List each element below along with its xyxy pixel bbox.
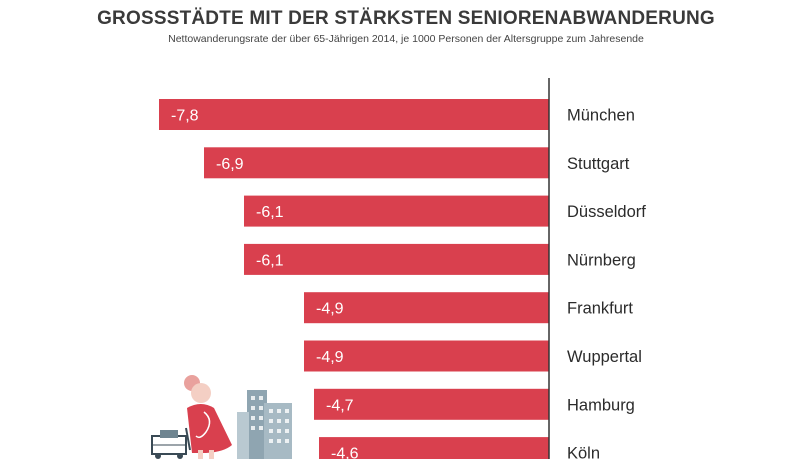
category-label: Nürnberg bbox=[567, 251, 636, 269]
senior-woman-icon bbox=[184, 375, 232, 459]
bar-2 bbox=[204, 147, 549, 179]
category-label: Düsseldorf bbox=[567, 203, 646, 221]
shopping-trolley-icon bbox=[151, 427, 191, 459]
value-label: -4,6 bbox=[331, 446, 359, 459]
value-label: -6,9 bbox=[216, 156, 244, 173]
chart-title: GROSSSTÄDTE MIT DER STÄRKSTEN SENIORENAB… bbox=[97, 8, 715, 29]
bar-6 bbox=[304, 340, 549, 372]
value-label: -6,1 bbox=[256, 252, 284, 269]
bar-7 bbox=[314, 388, 549, 420]
value-label: -4,7 bbox=[326, 397, 354, 414]
category-label: Hamburg bbox=[567, 396, 635, 414]
bar-3 bbox=[244, 195, 549, 227]
bar-5 bbox=[304, 292, 549, 324]
category-label: München bbox=[567, 107, 635, 125]
buildings-icon bbox=[237, 390, 292, 459]
category-label: Frankfurt bbox=[567, 300, 633, 318]
value-label: -4,9 bbox=[316, 301, 344, 318]
value-label: -4,9 bbox=[316, 349, 344, 366]
value-label: -7,8 bbox=[171, 108, 199, 125]
bar-1 bbox=[159, 99, 549, 130]
chart-subtitle: Nettowanderungsrate der über 65-Jährigen… bbox=[168, 33, 644, 45]
bar-8 bbox=[319, 437, 549, 459]
category-label: Wuppertal bbox=[567, 348, 642, 366]
category-label: Stuttgart bbox=[567, 155, 630, 173]
category-label: Köln bbox=[567, 445, 600, 459]
value-label: -6,1 bbox=[256, 204, 284, 221]
bar-4 bbox=[244, 243, 549, 275]
